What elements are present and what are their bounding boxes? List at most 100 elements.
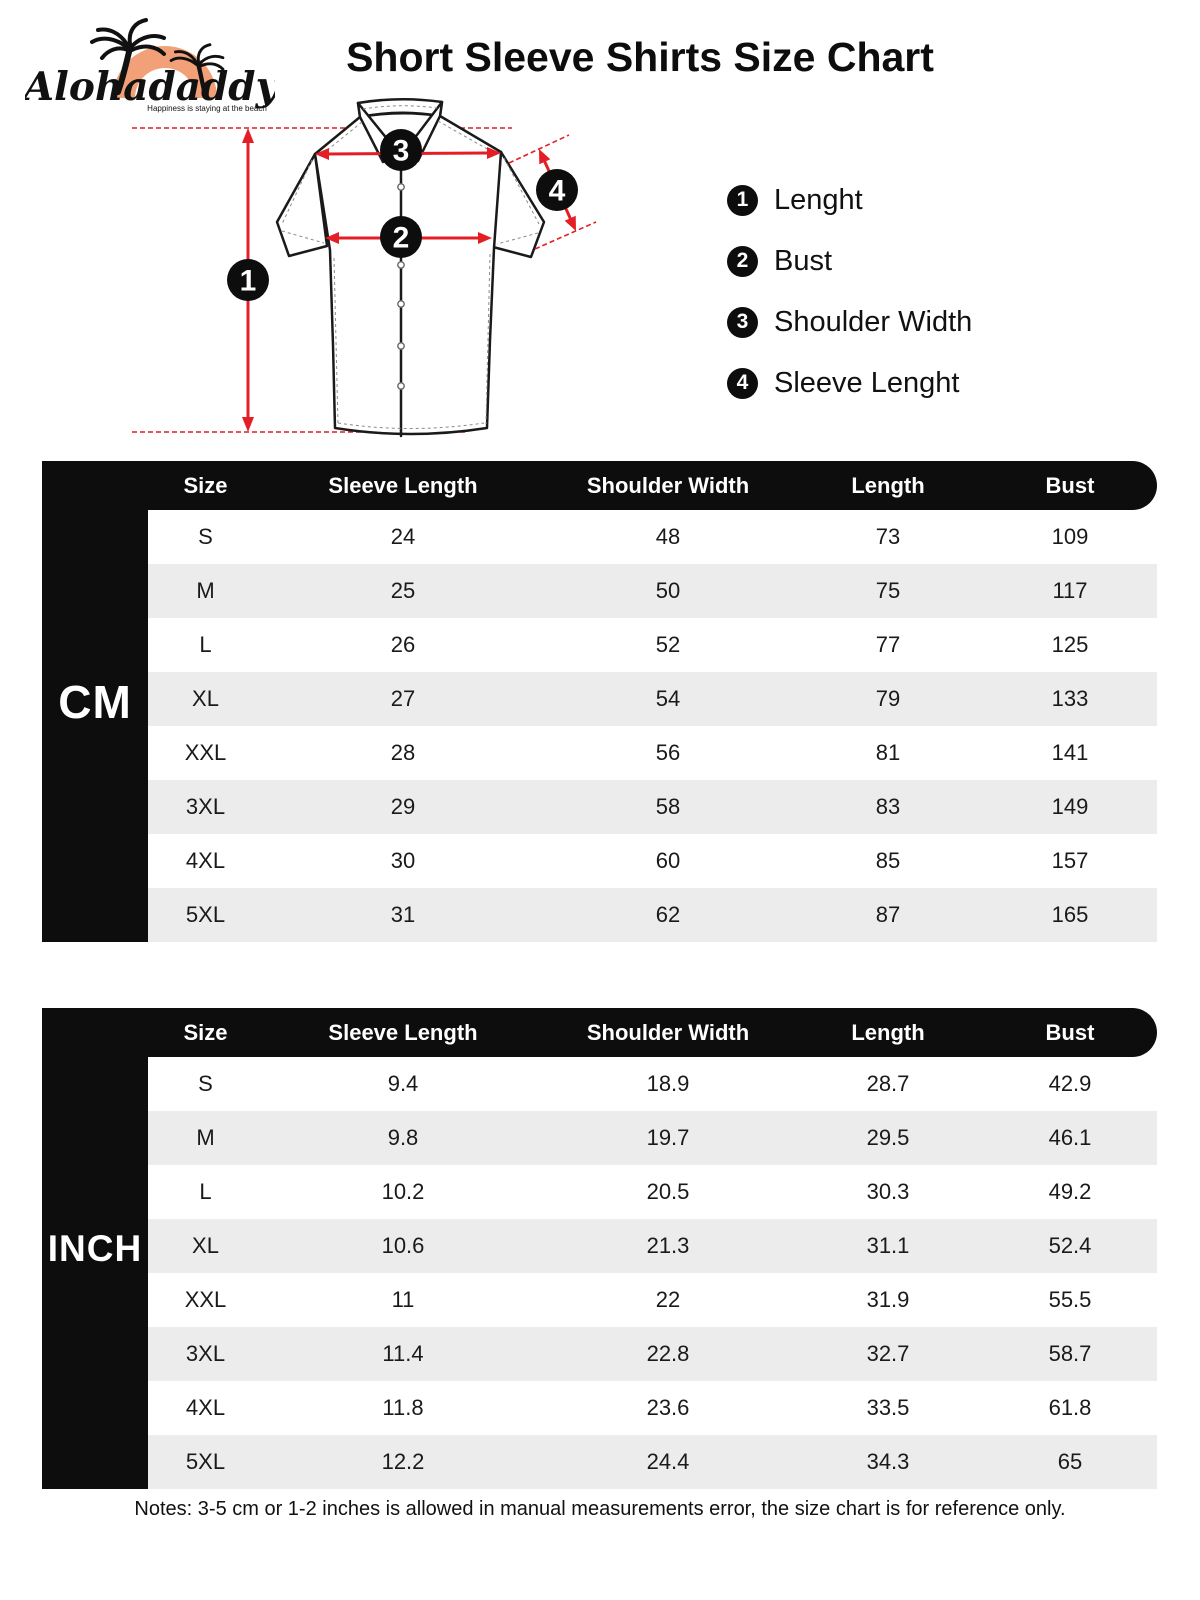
marker-1-number: 1 [240, 265, 257, 298]
marker-1-badge: 1 [227, 259, 269, 301]
brand-logo: Alohadaddy Happiness is staying at the b… [25, 18, 275, 113]
value-cell: 48 [655, 524, 681, 549]
column-header-sleeve-length: Sleeve Length [328, 1019, 478, 1045]
sun-arc-icon [113, 46, 217, 98]
value-cell: 42.9 [1048, 1071, 1092, 1096]
legend-badge-4: 4 [727, 367, 758, 399]
value-cell: 58.7 [1048, 1341, 1092, 1366]
cm-table-body: S 24 48 73 109 M 25 50 75 117 L 26 52 77 125 XL 27 54 79 13… [148, 510, 1157, 942]
size-cell: 5XL [185, 902, 226, 927]
legend-badge-3: 3 [727, 306, 758, 338]
value-cell: 141 [1051, 740, 1089, 765]
size-cell: XXL [184, 740, 227, 765]
column-header-shoulder-width: Shoulder Width [586, 1019, 750, 1045]
value-cell: 52 [655, 632, 681, 657]
shirt-stitching [281, 105, 540, 429]
value-cell: 56 [655, 740, 681, 765]
column-header-sleeve-length: Sleeve Length [328, 472, 478, 498]
column-header-size: Size [183, 1019, 228, 1045]
value-cell: 83 [875, 794, 901, 819]
value-cell: 60 [655, 848, 681, 873]
marker-2-badge: 2 [380, 216, 422, 258]
table-row: S 9.4 18.9 28.7 42.9 [148, 1057, 1157, 1111]
table-row: XL 10.6 21.3 31.1 52.4 [148, 1219, 1157, 1273]
legend-item-shoulder-width: 3 Shoulder Width [727, 305, 972, 339]
legend-item-sleeve-length: 4 Sleeve Lenght [727, 366, 972, 400]
value-cell: 157 [1051, 848, 1089, 873]
value-cell: 22.8 [646, 1341, 690, 1366]
value-cell: 24.4 [646, 1449, 690, 1474]
value-cell: 12.2 [381, 1449, 425, 1474]
value-cell: 32.7 [866, 1341, 910, 1366]
cm-table-header: Size Sleeve Length Shoulder Width Length… [148, 461, 1157, 510]
value-cell: 54 [655, 686, 681, 711]
cm-unit-label: CM [42, 461, 148, 942]
palm-tree-small-icon [169, 43, 225, 99]
table-row: 4XL 11.8 23.6 33.5 61.8 [148, 1381, 1157, 1435]
size-cell: M [196, 1125, 215, 1150]
table-row: 5XL 31 62 87 165 [148, 888, 1157, 942]
legend-label-bust: Bust [774, 244, 833, 277]
legend-item-bust: 2 Bust [727, 244, 972, 278]
value-cell: 125 [1051, 632, 1089, 657]
value-cell: 9.8 [387, 1125, 419, 1150]
page-title: Short Sleeve Shirts Size Chart [346, 34, 934, 80]
value-cell: 33.5 [866, 1395, 910, 1420]
value-cell: 31.1 [866, 1233, 910, 1258]
column-header-bust: Bust [1045, 472, 1095, 498]
value-cell: 30.3 [866, 1179, 910, 1204]
value-cell: 77 [875, 632, 901, 657]
value-cell: 49.2 [1048, 1179, 1092, 1204]
table-row: M 25 50 75 117 [148, 564, 1157, 618]
value-cell: 85 [875, 848, 901, 873]
table-row: 3XL 29 58 83 149 [148, 780, 1157, 834]
marker-3-badge: 3 [380, 129, 422, 171]
palm-tree-icon [90, 18, 166, 95]
table-row: XXL 28 56 81 141 [148, 726, 1157, 780]
value-cell: 29.5 [866, 1125, 910, 1150]
measurement-note: Notes: 3-5 cm or 1-2 inches is allowed i… [134, 1498, 1066, 1520]
brand-tagline: Happiness is staying at the beach [147, 104, 267, 113]
value-cell: 30 [390, 848, 416, 873]
marker-3-number: 3 [393, 135, 410, 168]
size-cell: 3XL [185, 794, 226, 819]
table-row: M 9.8 19.7 29.5 46.1 [148, 1111, 1157, 1165]
inch-unit-label: INCH [42, 1008, 148, 1489]
inch-table-header: Size Sleeve Length Shoulder Width Length… [148, 1008, 1157, 1057]
size-cell: L [199, 1179, 212, 1204]
table-row: S 24 48 73 109 [148, 510, 1157, 564]
size-cell: XL [192, 1233, 219, 1258]
value-cell: 58 [655, 794, 681, 819]
value-cell: 55.5 [1048, 1287, 1092, 1312]
value-cell: 31.9 [866, 1287, 910, 1312]
legend-item-length: 1 Lenght [727, 183, 972, 217]
column-header-length: Length [851, 472, 925, 498]
value-cell: 28 [390, 740, 416, 765]
value-cell: 10.2 [381, 1179, 425, 1204]
value-cell: 165 [1051, 902, 1089, 927]
value-cell: 31 [390, 902, 416, 927]
value-cell: 75 [875, 578, 901, 603]
size-cell: S [198, 1071, 213, 1096]
value-cell: 22 [655, 1287, 681, 1312]
value-cell: 21.3 [646, 1233, 690, 1258]
size-cell: XXL [184, 1287, 227, 1312]
legend-badge-1: 1 [727, 184, 758, 216]
value-cell: 73 [875, 524, 901, 549]
value-cell: 20.5 [646, 1179, 690, 1204]
column-header-bust: Bust [1045, 1019, 1095, 1045]
marker-2-number: 2 [393, 222, 410, 255]
legend-label-length: Lenght [774, 183, 863, 216]
table-row: XL 27 54 79 133 [148, 672, 1157, 726]
value-cell: 11 [391, 1287, 415, 1312]
size-cell: M [196, 578, 215, 603]
table-row: L 10.2 20.5 30.3 49.2 [148, 1165, 1157, 1219]
marker-4-badge: 4 [536, 169, 578, 211]
size-cell: 3XL [185, 1341, 226, 1366]
shirt-outline [275, 98, 546, 438]
column-header-size: Size [183, 472, 228, 498]
column-header-length: Length [851, 1019, 925, 1045]
size-cell: XL [192, 686, 219, 711]
value-cell: 24 [390, 524, 416, 549]
value-cell: 29 [390, 794, 416, 819]
